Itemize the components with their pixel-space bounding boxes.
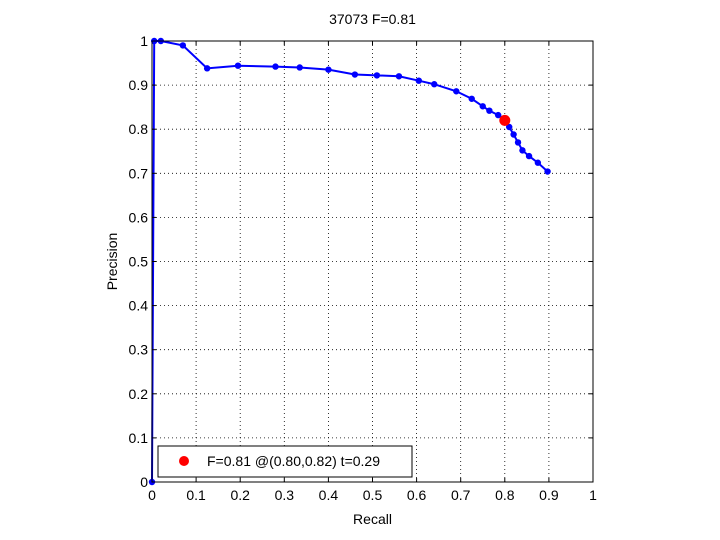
series-point [544,168,551,175]
ticks: 0 0.1 0.2 0.3 0.4 0.5 0.6 0.7 0.8 0.9 1 0 0.1 0.2 0.3 0… [129,33,598,503]
series-point [468,95,475,102]
x-tick-label: 1 [589,487,597,503]
x-tick-label: 0.9 [539,487,559,503]
legend-label: F=0.81 @(0.80,0.82) t=0.29 [207,453,380,469]
y-tick-label: 0.5 [129,254,149,270]
series-point [415,77,423,84]
y-tick-label: 0.9 [129,77,149,93]
series-point [510,131,517,138]
legend-marker [179,456,189,466]
x-tick-label: 0 [148,487,156,503]
y-tick-label: 0.4 [129,298,149,314]
series-point [453,88,460,95]
x-tick-label: 0.5 [363,487,383,503]
best-f-point [499,114,511,126]
series-point [373,72,381,79]
y-tick-label: 0.6 [129,209,149,225]
series-point [203,65,211,72]
y-tick-label: 0 [140,474,148,490]
series-point [506,123,513,131]
y-tick-label: 0.1 [129,430,149,446]
y-axis-label: Precision [104,233,120,291]
series-point [395,73,403,80]
x-tick-label: 0.4 [319,487,339,503]
series-point [494,111,502,119]
y-tick-label: 1 [140,33,148,49]
x-tick-label: 0.2 [230,487,250,503]
series-point [179,42,187,49]
series-point [431,81,438,88]
y-tick-label: 0.2 [129,386,149,402]
series-point [234,62,242,69]
series-point [479,103,486,110]
series-point [525,152,533,160]
x-tick-label: 0.3 [275,487,295,503]
x-tick-label: 0.6 [407,487,427,503]
grid [152,41,593,482]
series-point [486,107,493,114]
series-point [296,64,303,71]
x-tick-label: 0.7 [451,487,471,503]
legend-box [157,445,413,478]
series-point [534,159,542,166]
series-point [519,147,526,154]
y-tick-label: 0.3 [129,342,149,358]
chart-title: 37073 F=0.81 [329,11,416,27]
series-point [272,63,279,70]
y-tick-label: 0.8 [129,121,149,137]
series-point [325,66,332,73]
y-tick-label: 0.7 [129,165,149,181]
series-layer [148,37,551,486]
series-point [514,139,522,146]
series-point [351,71,359,78]
x-axis-label: Recall [353,511,392,527]
legend: F=0.81 @(0.80,0.82) t=0.29 [157,445,413,478]
x-tick-label: 0.8 [495,487,515,503]
x-tick-label: 0.1 [186,487,206,503]
